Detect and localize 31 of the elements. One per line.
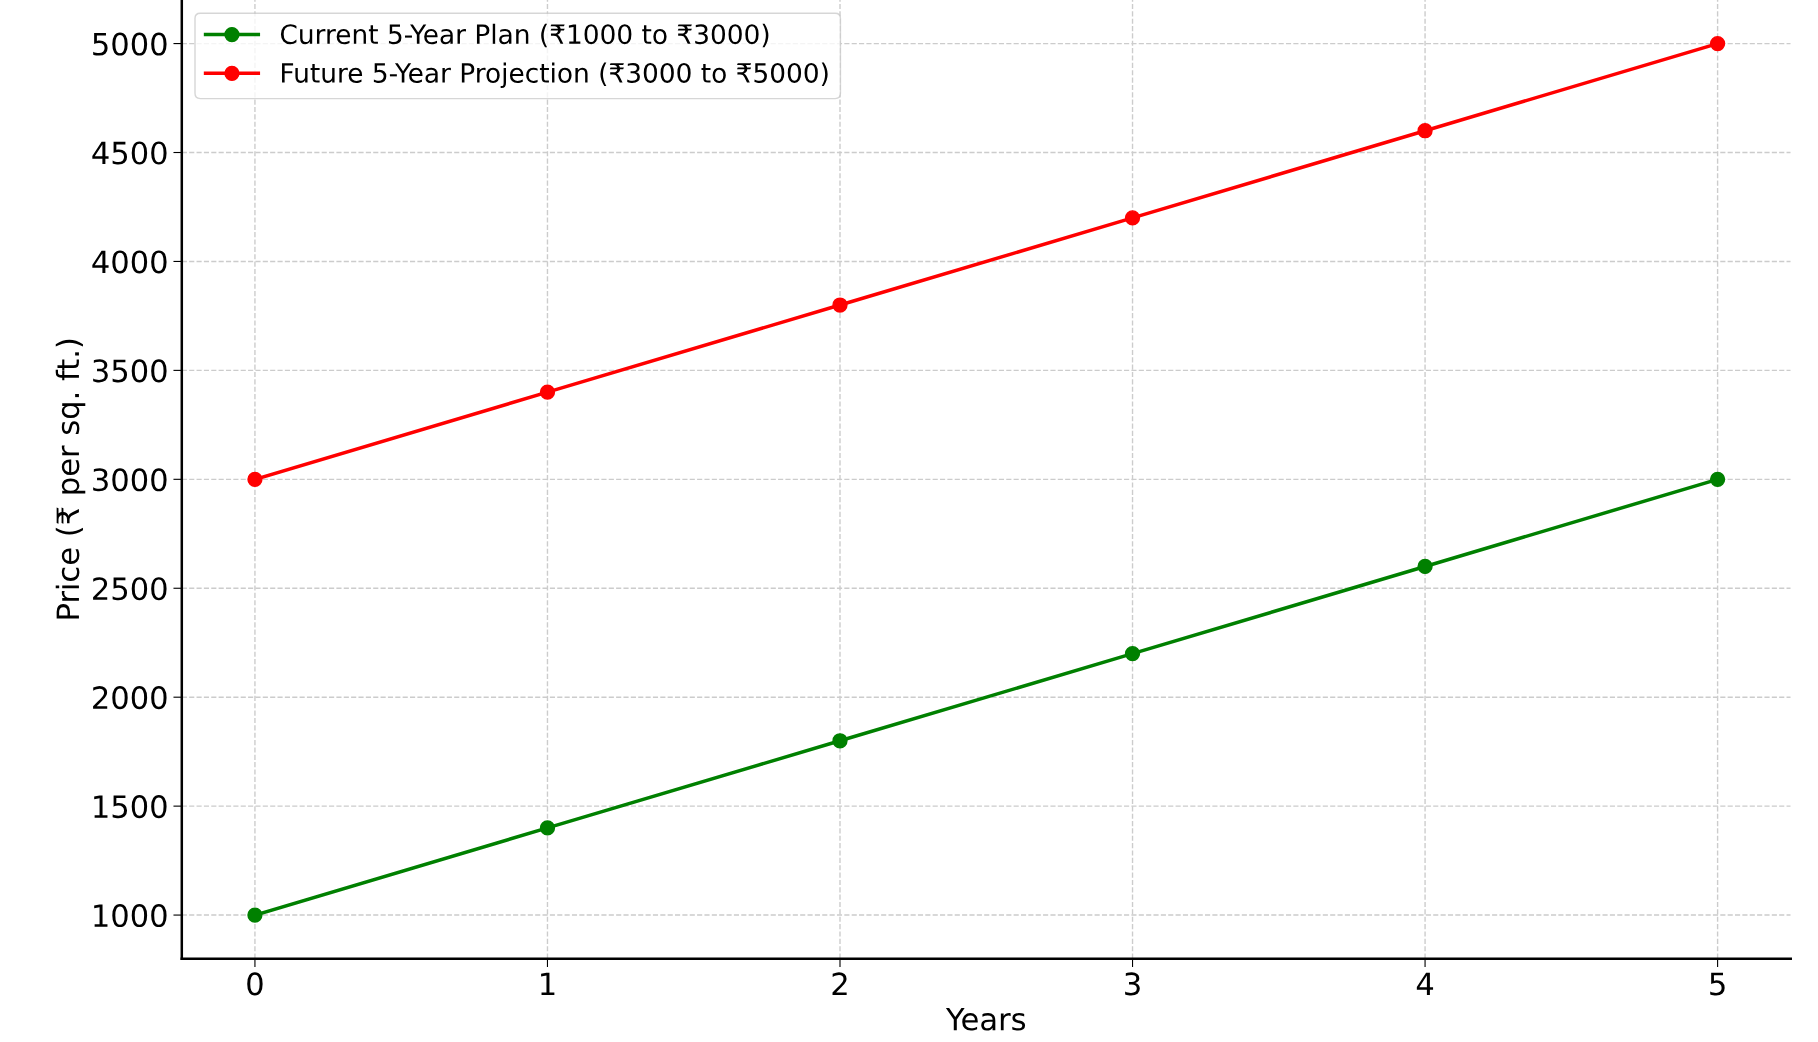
y-tick-label: 5000: [93, 32, 167, 56]
point: [832, 297, 848, 313]
point: [1124, 210, 1141, 226]
y-tick-label: 4500: [92, 141, 167, 165]
y-tick-label: 2500: [93, 577, 167, 601]
y-axis-title: Price (₹ per sq. ft.): [55, 339, 86, 619]
point: [1709, 35, 1726, 52]
x-tick-label: 1: [541, 972, 555, 996]
y-tick-label: 4000: [92, 250, 167, 274]
point: [1417, 558, 1433, 575]
x-tick-label: 2: [832, 972, 847, 996]
point: [247, 471, 263, 487]
x-tick-label: 5: [1710, 972, 1725, 996]
x-tick-label: 4: [1416, 972, 1434, 996]
legend-label: Future 5-Year Projection (₹3000 to ₹5000): [282, 62, 828, 89]
legend-label: Current 5-Year Plan (₹1000 to ₹3000): [280, 23, 769, 48]
y-tick-label: 3500: [93, 359, 167, 383]
y-tick-label: 3000: [93, 468, 167, 492]
point: [832, 733, 848, 749]
y-tick-label: 1000: [94, 904, 167, 928]
point: [247, 907, 263, 923]
y-tick-label: 2000: [93, 686, 167, 710]
point: [539, 384, 556, 400]
point: [1709, 471, 1726, 487]
point: [539, 820, 556, 836]
y-tick-label: 1500: [94, 795, 167, 819]
point: [1417, 123, 1433, 139]
x-axis-title: Years: [945, 1007, 1026, 1031]
x-tick-label: 0: [247, 972, 263, 996]
point: [1124, 645, 1141, 662]
x-tick-label: 3: [1125, 972, 1140, 996]
